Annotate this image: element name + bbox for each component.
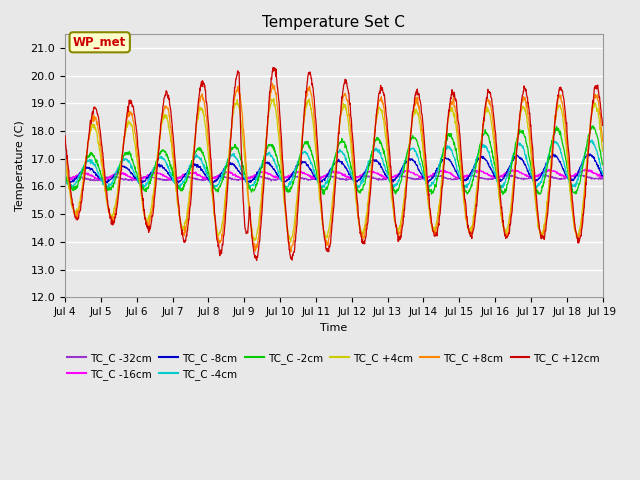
Title: Temperature Set C: Temperature Set C bbox=[262, 15, 405, 30]
X-axis label: Time: Time bbox=[320, 323, 348, 333]
Y-axis label: Temperature (C): Temperature (C) bbox=[15, 120, 25, 211]
Text: WP_met: WP_met bbox=[73, 36, 126, 49]
Legend: TC_C -32cm, TC_C -16cm, TC_C -8cm, TC_C -4cm, TC_C -2cm, TC_C +4cm, TC_C +8cm, T: TC_C -32cm, TC_C -16cm, TC_C -8cm, TC_C … bbox=[63, 348, 604, 384]
